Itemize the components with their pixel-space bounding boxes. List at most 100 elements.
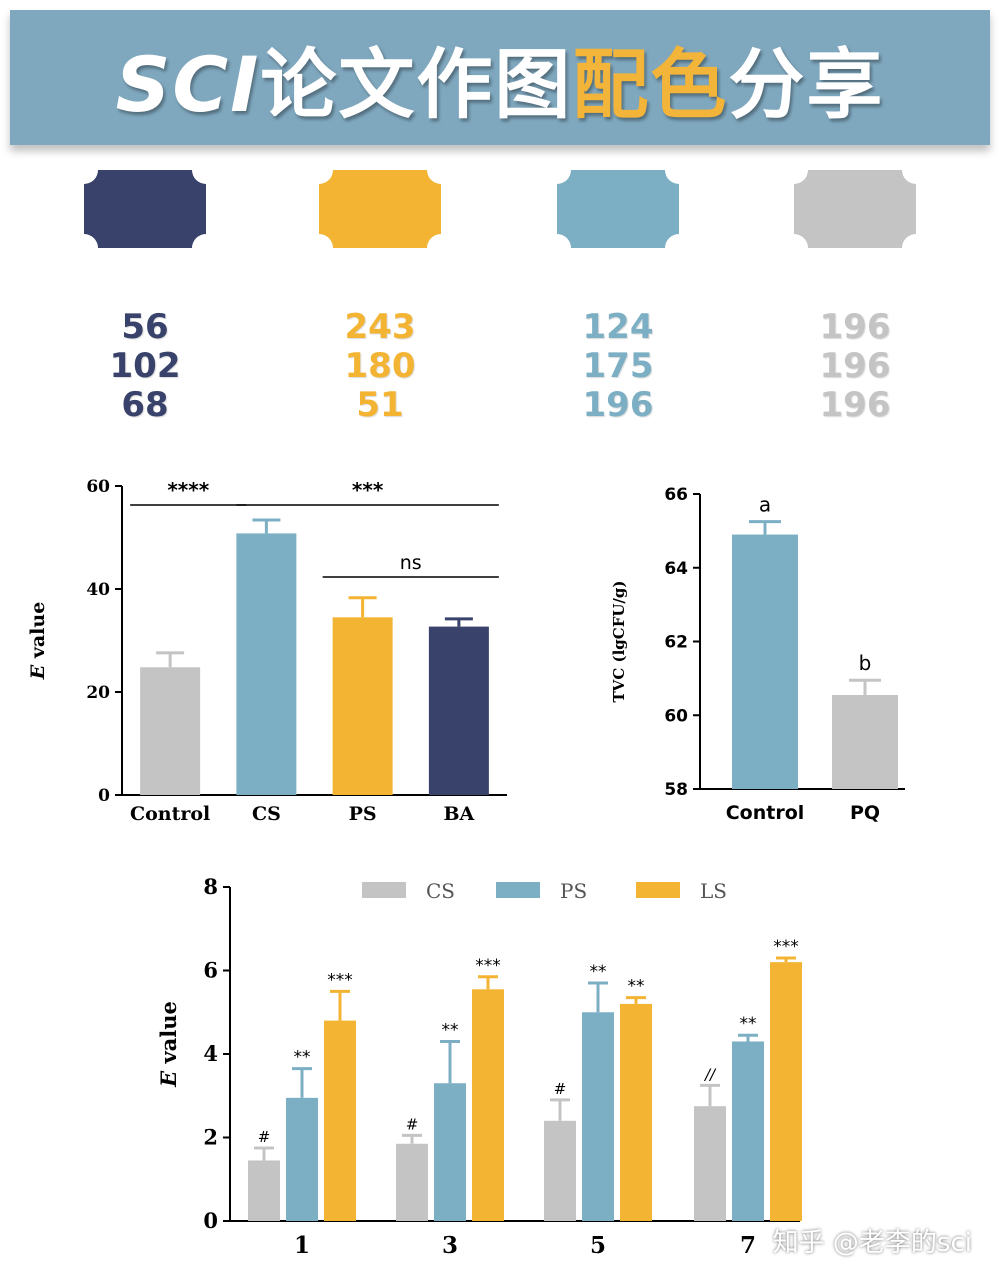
rgb-b-value: 51 [356, 385, 404, 425]
y-tick-label: 0 [203, 1208, 218, 1233]
swatch-shape [84, 170, 206, 248]
x-tick-label: Control [726, 802, 805, 824]
y-axis-label: E value [27, 602, 49, 681]
bar-ls-day-5 [620, 1003, 652, 1221]
rgb-values: 124 175 196 [518, 308, 718, 425]
y-tick-label: 20 [86, 683, 110, 703]
significance-mark: ** [590, 962, 607, 982]
y-axis-label-italic: E [156, 1070, 181, 1088]
banner-title: SCI论文作图配色分享 [116, 23, 885, 133]
legend-label-cs: CS [426, 879, 455, 903]
legend-label-ps: PS [560, 879, 587, 903]
swatch-shape [319, 170, 441, 248]
significance-mark: # [258, 1128, 271, 1146]
x-tick-label: PQ [850, 802, 880, 824]
rgb-g-value: 175 [582, 346, 654, 386]
rgb-g-value: 180 [344, 346, 416, 386]
color-swatch [84, 170, 206, 248]
y-axis-label-italic: E [27, 664, 49, 680]
significance-mark: // [703, 1065, 717, 1083]
bar-cs-day-1 [248, 1160, 280, 1221]
y-axis-label-rest: value [156, 1001, 181, 1071]
legend-swatch-ps [496, 882, 540, 898]
y-tick-label: 58 [664, 780, 688, 800]
legend-label-ls: LS [700, 879, 727, 903]
x-tick-label: PS [349, 803, 377, 825]
rgb-b-value: 68 [121, 385, 169, 425]
bar-ba [428, 626, 489, 795]
y-axis-label-rest: value [27, 602, 49, 665]
bar-ps-day-5 [582, 1012, 614, 1221]
rgb-g-value: 102 [109, 346, 181, 386]
bar-ls-day-3 [472, 989, 504, 1221]
bar-control [140, 667, 201, 795]
bar-cs-day-5 [544, 1120, 576, 1221]
palette-color-3: 124 175 196 [518, 170, 718, 425]
y-tick-label: 8 [203, 874, 218, 899]
significance-mark: # [406, 1115, 419, 1133]
significance-mark: # [554, 1080, 567, 1098]
y-tick-label: 62 [664, 633, 688, 653]
swatch-shape [794, 170, 916, 248]
significance-mark: ** [442, 1020, 459, 1040]
bar-control [732, 534, 798, 789]
y-axis-label: E value [156, 1001, 181, 1088]
bar-ps-day-1 [286, 1097, 318, 1221]
bar-ps-day-7 [732, 1041, 764, 1221]
bar-ps [332, 617, 393, 795]
bar-cs [236, 533, 297, 795]
y-tick-label: 40 [86, 580, 110, 600]
palette-color-2: 243 180 51 [280, 170, 480, 425]
x-tick-label: 5 [590, 1232, 606, 1259]
bar-ls-day-7 [770, 962, 802, 1221]
y-tick-label: 60 [86, 477, 110, 497]
color-swatch [557, 170, 679, 248]
banner-title-pre: 论文作图 [260, 39, 573, 129]
significance-mark: ** [740, 1014, 757, 1034]
y-tick-label: 0 [98, 786, 110, 806]
palette-color-1: 56 102 68 [45, 170, 245, 425]
color-swatch [319, 170, 441, 248]
y-tick-label: 6 [203, 958, 218, 983]
rgb-r-value: 56 [121, 307, 169, 347]
significance-label: ns [400, 552, 422, 574]
bar-cs-day-3 [396, 1143, 428, 1221]
significance-label: **** [167, 478, 209, 502]
x-tick-label: CS [252, 803, 281, 825]
x-tick-label: 3 [442, 1232, 458, 1259]
significance-label: *** [352, 478, 384, 502]
x-tick-label: Control [130, 803, 210, 825]
banner-title-post: 分享 [728, 39, 885, 129]
y-tick-label: 66 [664, 485, 688, 505]
bar-ls-day-1 [324, 1020, 356, 1221]
swatch-shape [557, 170, 679, 248]
rgb-values: 243 180 51 [280, 308, 480, 425]
y-tick-label: 60 [664, 706, 688, 726]
watermark: 知乎 @老李的sci [772, 1228, 972, 1258]
rgb-b-value: 196 [819, 385, 891, 425]
rgb-values: 196 196 196 [755, 308, 955, 425]
title-banner: SCI论文作图配色分享 [10, 10, 990, 145]
legend-swatch-ls [636, 882, 680, 898]
legend-swatch-cs [362, 882, 406, 898]
significance-mark: ** [294, 1048, 311, 1068]
significance-mark: *** [327, 970, 353, 990]
y-tick-label: 64 [664, 559, 688, 579]
y-axis-label: TVC (lgCFU/g) [610, 581, 628, 703]
rgb-g-value: 196 [819, 346, 891, 386]
x-tick-label: BA [443, 803, 474, 825]
banner-title-accent: 配色 [572, 39, 729, 129]
significance-mark: *** [475, 956, 501, 976]
y-tick-label: 4 [203, 1041, 218, 1066]
rgb-r-value: 124 [582, 307, 654, 347]
x-tick-label: 7 [740, 1232, 756, 1259]
bar-pq [832, 694, 898, 789]
significance-mark: *** [773, 937, 799, 957]
rgb-r-value: 196 [819, 307, 891, 347]
color-swatch [794, 170, 916, 248]
palette-color-4: 196 196 196 [755, 170, 955, 425]
significance-letter: b [859, 651, 872, 675]
bar-ps-day-3 [434, 1083, 466, 1221]
